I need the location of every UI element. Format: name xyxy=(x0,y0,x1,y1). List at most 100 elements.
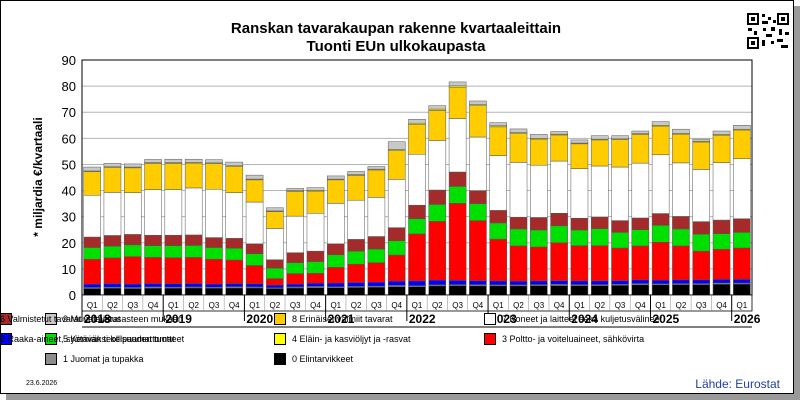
bar-segment xyxy=(631,162,650,219)
bar-segment xyxy=(266,207,284,212)
bar-segment xyxy=(611,220,629,233)
bar-segment xyxy=(550,213,568,227)
bar-segment xyxy=(611,280,629,285)
bar-segment xyxy=(367,169,386,198)
bar-segment xyxy=(672,228,690,247)
bar-segment xyxy=(530,285,548,296)
bar-segment xyxy=(266,284,284,288)
bar-segment xyxy=(611,247,629,281)
year-label: 2025 xyxy=(652,312,679,326)
quarter-tick-label: Q3 xyxy=(452,301,463,310)
bar-segment xyxy=(611,232,629,249)
bar-segment xyxy=(205,163,223,190)
bar-segment xyxy=(164,283,183,288)
quarter-tick-label: Q2 xyxy=(107,301,118,310)
bar-segment xyxy=(733,283,751,296)
bar-segment xyxy=(712,284,731,296)
bar-segment xyxy=(387,227,406,241)
bar-segment xyxy=(245,179,264,203)
bar-segment xyxy=(692,279,711,284)
bar-segment xyxy=(327,243,345,256)
legend-swatch xyxy=(484,333,496,345)
bar-segment xyxy=(164,257,183,285)
bar-segment xyxy=(651,154,670,214)
quarter-tick-label: Q2 xyxy=(513,301,524,310)
bar-segment xyxy=(530,134,548,139)
bar-segment xyxy=(123,283,142,288)
bar-segment xyxy=(428,110,447,141)
bar-segment xyxy=(347,263,365,283)
bar-segment xyxy=(306,187,325,191)
bar-segment xyxy=(205,237,223,248)
quarter-tick-label: Q1 xyxy=(168,301,179,310)
bar-segment xyxy=(367,166,386,170)
legend-label: 2 Raaka-aineet, syötäväksi kelpaamattoma… xyxy=(0,334,175,344)
bar-segment xyxy=(347,250,365,265)
bar-segment xyxy=(103,283,122,288)
bar-segment xyxy=(448,81,467,87)
legend-swatch xyxy=(274,353,286,365)
bar-segment xyxy=(387,179,406,228)
bar-segment xyxy=(530,280,548,285)
bar-segment xyxy=(570,285,589,296)
bar-segment xyxy=(509,128,528,133)
bar-segment xyxy=(570,139,589,144)
y-tick-label: 50 xyxy=(62,157,76,172)
bar-segment xyxy=(733,279,751,284)
bar-segment xyxy=(408,280,426,286)
bar-segment xyxy=(590,245,609,282)
bar-segment xyxy=(123,192,142,235)
bar-segment xyxy=(266,288,284,296)
bar-segment xyxy=(448,86,467,119)
bar-segment xyxy=(631,217,650,230)
bar-segment xyxy=(164,189,183,236)
bar-segment xyxy=(408,218,426,235)
bar-segment xyxy=(550,242,568,281)
quarter-tick-label: Q4 xyxy=(473,301,484,310)
quarter-tick-label: Q3 xyxy=(209,301,220,310)
bar-segment xyxy=(245,243,264,254)
bar-segment xyxy=(103,192,122,236)
bar-segment xyxy=(611,166,629,221)
year-label: 2021 xyxy=(328,312,355,326)
bar-segment xyxy=(266,267,284,279)
legend-label: 7 Koneet ja laitteet sekä kuljetusväline… xyxy=(502,314,663,324)
bar-segment xyxy=(651,121,670,126)
bar-segment xyxy=(144,189,162,236)
legend-label: 1 Juomat ja tupakka xyxy=(63,354,144,364)
bar-segment xyxy=(469,220,487,281)
bar-segment xyxy=(590,165,609,218)
bar-segment xyxy=(184,245,203,258)
bar-segment xyxy=(164,287,183,296)
y-tick-label: 90 xyxy=(62,53,76,68)
bar-segment xyxy=(225,283,244,287)
bar-segment xyxy=(530,138,548,166)
quarter-tick-label: Q4 xyxy=(229,301,240,310)
bar-segment xyxy=(570,229,589,246)
bar-segment xyxy=(266,228,284,261)
bar-segment xyxy=(144,234,162,246)
bar-segment xyxy=(509,245,528,282)
bar-segment xyxy=(672,279,690,284)
qr-code-icon xyxy=(746,12,790,50)
bar-segment xyxy=(144,159,162,163)
year-label: 2023 xyxy=(490,312,517,326)
bar-segment xyxy=(509,216,528,230)
bar-segment xyxy=(327,203,345,245)
bar-segment xyxy=(144,283,162,288)
year-label: 2019 xyxy=(165,312,192,326)
bar-segment xyxy=(672,284,690,296)
bar-segment xyxy=(205,258,223,285)
bar-segment xyxy=(387,240,406,256)
quarter-tick-label: Q2 xyxy=(188,301,199,310)
bar-segment xyxy=(245,253,264,266)
bar-segment xyxy=(611,139,629,168)
bar-segment xyxy=(590,216,609,229)
bar-segment xyxy=(590,139,609,167)
bar-segment xyxy=(205,247,223,260)
bar-segment xyxy=(225,287,244,296)
bar-segment xyxy=(306,190,325,214)
bar-segment xyxy=(306,261,325,274)
bar-segment xyxy=(205,283,223,288)
bar-segment xyxy=(123,234,142,246)
